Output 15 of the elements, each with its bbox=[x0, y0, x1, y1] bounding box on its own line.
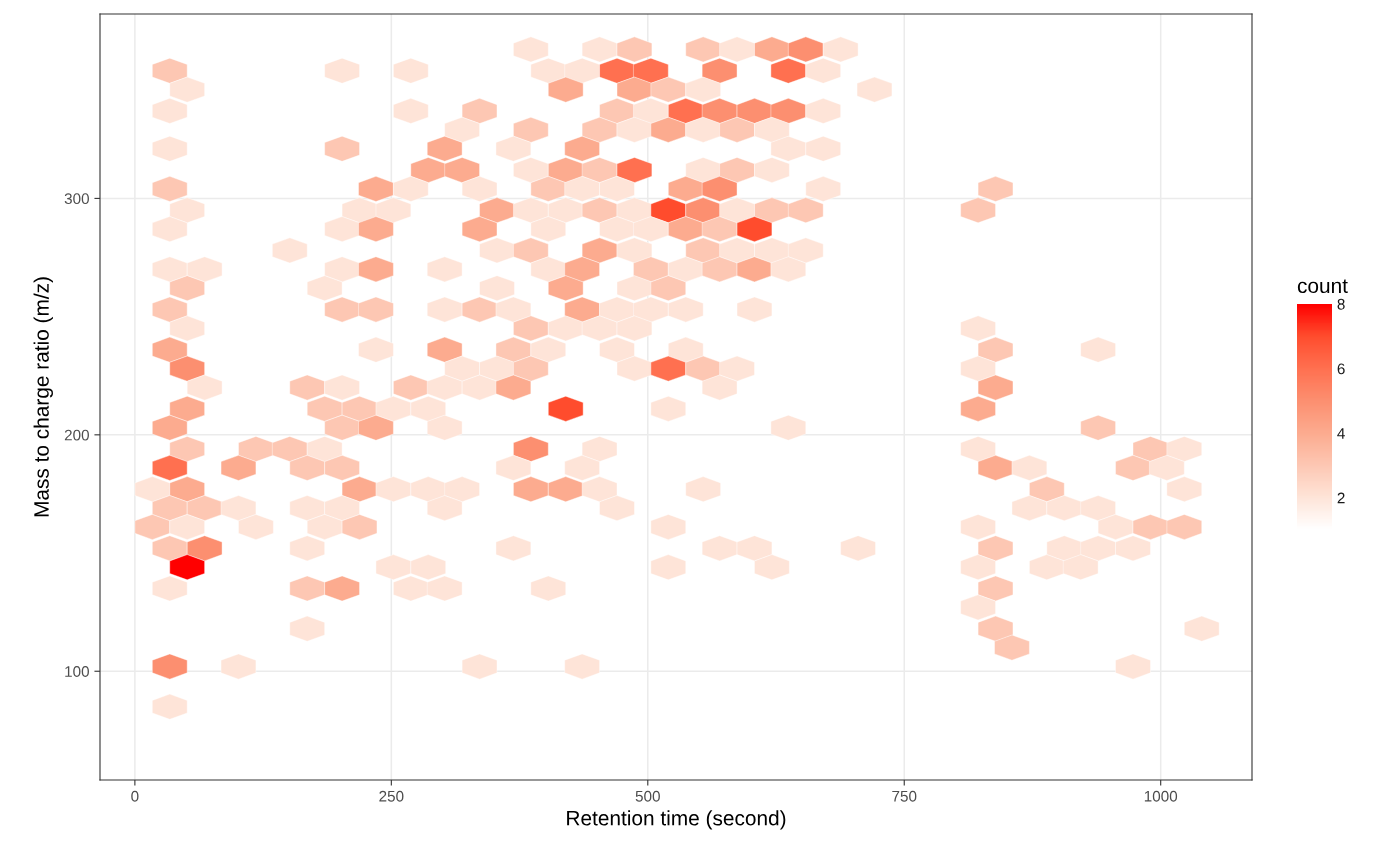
y-axis-title: Mass to charge ratio (m/z) bbox=[33, 277, 53, 517]
color-bar-label: 4 bbox=[1337, 428, 1345, 439]
x-tick-label: 500 bbox=[635, 790, 660, 802]
x-tick-label: 1000 bbox=[1144, 790, 1178, 802]
x-tick-label: 0 bbox=[131, 790, 139, 802]
y-tick-label: 100 bbox=[65, 666, 89, 677]
color-bar-label: 8 bbox=[1337, 298, 1345, 310]
y-tick-label: 200 bbox=[64, 429, 89, 441]
color-bar-label: 6 bbox=[1337, 363, 1345, 375]
x-tick-label: 750 bbox=[892, 790, 917, 802]
color-bar-label: 2 bbox=[1337, 492, 1345, 504]
y-tick-label: 300 bbox=[64, 193, 89, 205]
color-bar-title: count bbox=[1297, 279, 1348, 294]
x-tick-label: 250 bbox=[379, 790, 404, 802]
x-axis-title: Retention time (second) bbox=[567, 810, 786, 830]
